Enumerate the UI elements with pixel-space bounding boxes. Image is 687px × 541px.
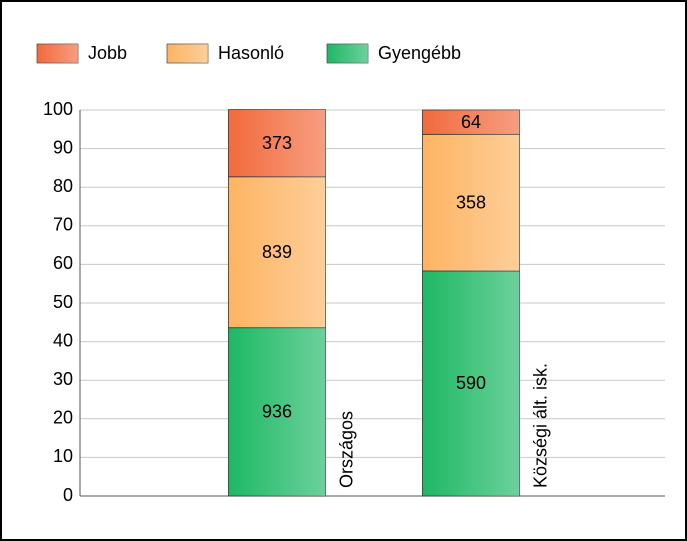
y-tick-label: 50	[53, 292, 73, 312]
y-tick-label: 30	[53, 369, 73, 389]
data-label: 373	[262, 133, 292, 153]
y-tick-label: 100	[43, 99, 73, 119]
legend-label: Gyengébb	[378, 43, 461, 63]
bar-shine	[228, 109, 326, 177]
y-tick-label: 90	[53, 137, 73, 157]
data-label: 590	[456, 373, 486, 393]
bar-shine	[422, 110, 520, 135]
y-tick-label: 80	[53, 176, 73, 196]
bar-shine	[422, 270, 520, 496]
legend-label: Hasonló	[218, 43, 284, 63]
y-tick-label: 0	[63, 485, 73, 505]
legend-swatch-shine	[327, 44, 368, 63]
legend-label: Jobb	[88, 43, 127, 63]
y-tick-label: 40	[53, 330, 73, 350]
x-tick-label: Községi ált. isk.	[530, 363, 550, 488]
legend-swatch-shine	[37, 44, 78, 63]
legend-swatch-shine	[167, 44, 208, 63]
y-tick-label: 60	[53, 253, 73, 273]
y-tick-label: 70	[53, 215, 73, 235]
data-label: 936	[262, 402, 292, 422]
bar-shine	[228, 327, 326, 496]
data-label: 64	[461, 112, 481, 132]
data-label: 358	[456, 192, 486, 212]
y-tick-label: 10	[53, 446, 73, 466]
y-tick-label: 20	[53, 408, 73, 428]
bar-shine	[422, 134, 520, 271]
data-label: 839	[262, 242, 292, 262]
x-tick-label: Országos	[336, 411, 356, 488]
bar-shine	[228, 176, 326, 328]
